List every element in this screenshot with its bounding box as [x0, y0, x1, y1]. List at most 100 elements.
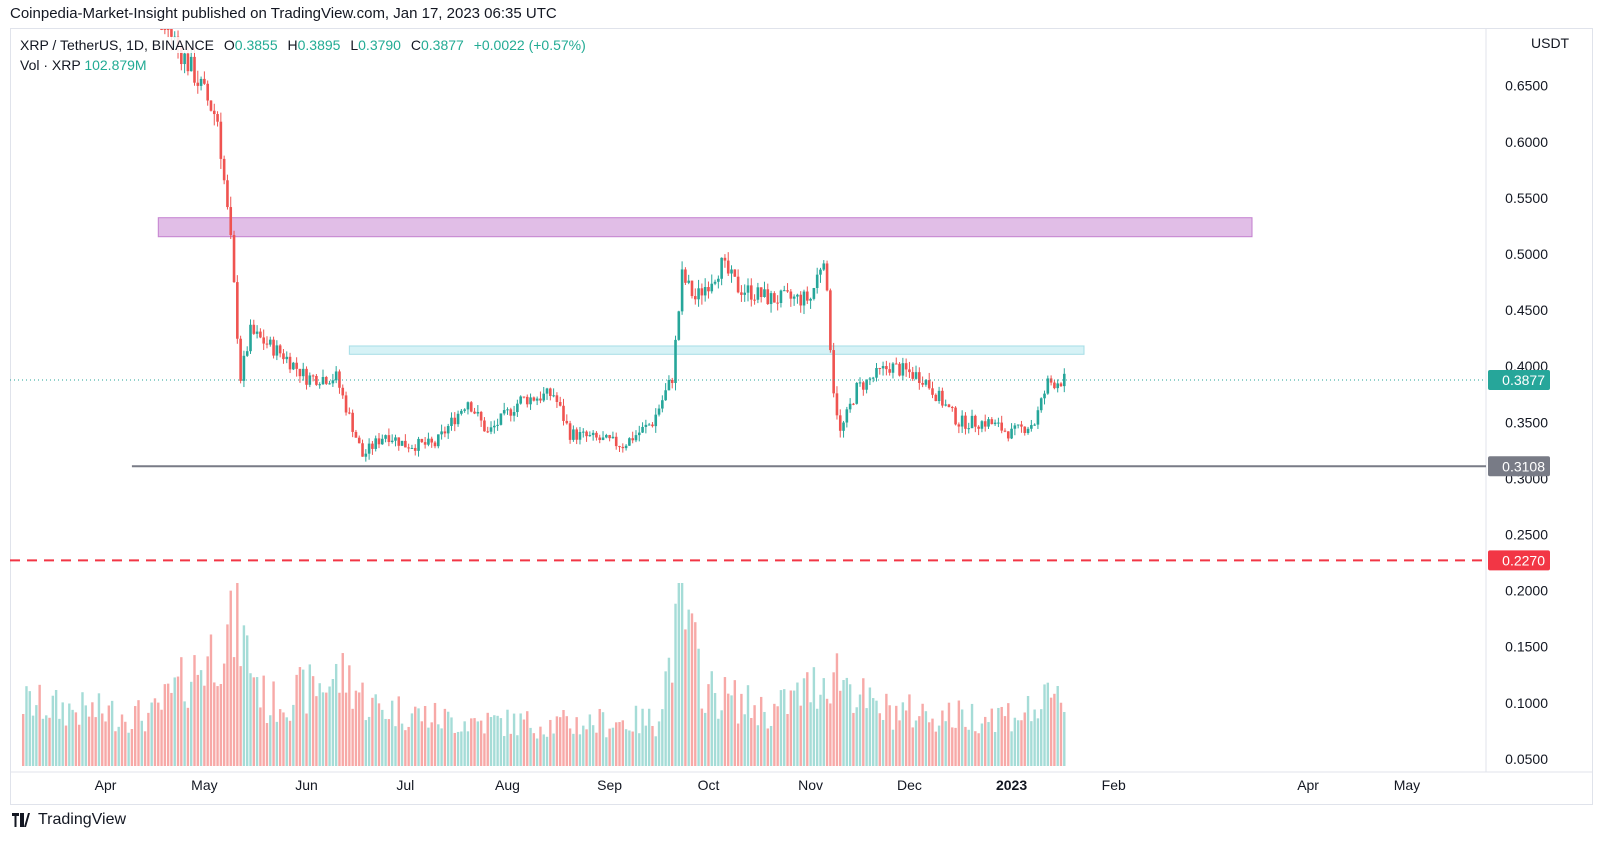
candle-body: [740, 292, 743, 295]
volume-bar: [367, 716, 371, 766]
volume-bar: [328, 686, 331, 766]
time-axis[interactable]: Apr May Jun Jul Aug Sep Oct Nov Dec 2023 Feb Apr May: [95, 777, 1421, 793]
volume-bar: [68, 703, 71, 766]
volume-bar: [1003, 716, 1007, 766]
volume-bar: [114, 731, 117, 766]
volume-bar: [799, 705, 802, 766]
volume-bar: [298, 667, 302, 766]
candle-body: [898, 363, 901, 376]
volume-bar: [186, 707, 190, 766]
symbol-legend: XRP / TetherUS, 1D, BINANCE O0.3855 H0.3…: [20, 37, 592, 53]
volume-bar: [802, 678, 806, 766]
volume-bar: [242, 625, 246, 766]
volume-bar: [199, 670, 203, 766]
candle-body: [1046, 378, 1050, 394]
candle-body: [199, 78, 203, 86]
candle-body: [236, 282, 239, 339]
target-line-badge: [1488, 550, 1550, 571]
volume-bar: [964, 726, 967, 766]
volume-bar: [624, 729, 628, 766]
candle-body: [815, 274, 819, 289]
volume-bar: [101, 713, 104, 766]
volume-bar: [390, 700, 394, 766]
time-tick-label: Oct: [698, 777, 720, 793]
volume-bar: [977, 733, 980, 766]
annotation-zones[interactable]: [157, 217, 1253, 355]
time-tick-label: May: [191, 777, 217, 793]
volume-bar: [549, 719, 552, 766]
candle-body: [710, 283, 714, 292]
candle-body: [407, 447, 410, 449]
candle-body: [338, 371, 341, 388]
volume-bar: [957, 700, 961, 766]
volume-bar: [591, 725, 595, 766]
candle-body: [568, 423, 572, 440]
candle-body: [334, 371, 338, 381]
tradingview-brand[interactable]: TradingView: [10, 811, 126, 829]
volume-bar: [157, 702, 160, 766]
volume-bar: [605, 737, 608, 766]
candle-body: [1023, 426, 1027, 434]
price-lines[interactable]: [10, 379, 1486, 562]
volume-bar: [25, 686, 28, 766]
volume-bar: [387, 719, 391, 766]
candle-body: [829, 290, 832, 351]
volume-bar: [1000, 706, 1003, 766]
volume-bar: [532, 733, 536, 766]
volume-bar: [987, 722, 990, 766]
volume-bar: [904, 710, 908, 766]
volume-bar: [479, 720, 483, 766]
volume-bar: [302, 669, 305, 766]
volume-bar: [427, 727, 430, 766]
candle-body: [196, 82, 200, 86]
volume-bar: [361, 682, 364, 766]
volume-bar: [644, 725, 648, 766]
candle-body: [1026, 428, 1030, 434]
candle-body: [954, 407, 957, 425]
candle-body: [842, 422, 845, 431]
candle-body: [865, 379, 868, 390]
candle-body: [549, 388, 552, 397]
volume-bar: [137, 700, 140, 766]
volume-bars: [21, 583, 1066, 766]
volume-bar: [845, 677, 849, 766]
volume-bar: [466, 731, 470, 766]
price-tick-label: 0.1500: [1505, 639, 1548, 655]
price-tick-label: 0.5000: [1505, 246, 1548, 262]
candle-body: [1056, 383, 1059, 389]
volume-bar: [539, 726, 542, 766]
price-axis[interactable]: 0.65000.60000.55000.50000.45000.40000.35…: [1505, 78, 1548, 767]
candle-body: [522, 396, 526, 398]
volume-bar: [120, 714, 124, 766]
volume-bar: [871, 698, 875, 766]
volume-bar: [618, 722, 621, 766]
volume-bar: [970, 703, 974, 766]
volume-bar: [967, 729, 970, 766]
volume-bar: [41, 718, 45, 766]
volume-bar: [542, 734, 545, 766]
volume-bar: [598, 708, 601, 766]
candle-body: [885, 366, 888, 370]
candle-body: [664, 390, 667, 401]
volume-bar: [911, 727, 914, 766]
candle-body: [226, 180, 229, 208]
volume-bar: [654, 736, 657, 766]
candle-body: [288, 356, 292, 370]
volume-bar: [414, 706, 417, 766]
volume-bar: [417, 708, 420, 766]
candle-body: [433, 442, 437, 447]
volume-bar: [769, 725, 773, 766]
volume-bar: [733, 680, 737, 766]
candle-body: [318, 384, 321, 386]
volume-bar: [736, 723, 740, 766]
volume-bar: [717, 718, 720, 766]
volume-bar: [476, 721, 480, 766]
resistance-zone: [157, 217, 1253, 238]
volume-bar: [140, 720, 143, 766]
volume-bar: [71, 709, 74, 766]
candle-body: [206, 83, 209, 101]
volume-bar: [651, 725, 654, 766]
volume-bar: [216, 686, 219, 766]
volume-bar: [502, 736, 506, 766]
